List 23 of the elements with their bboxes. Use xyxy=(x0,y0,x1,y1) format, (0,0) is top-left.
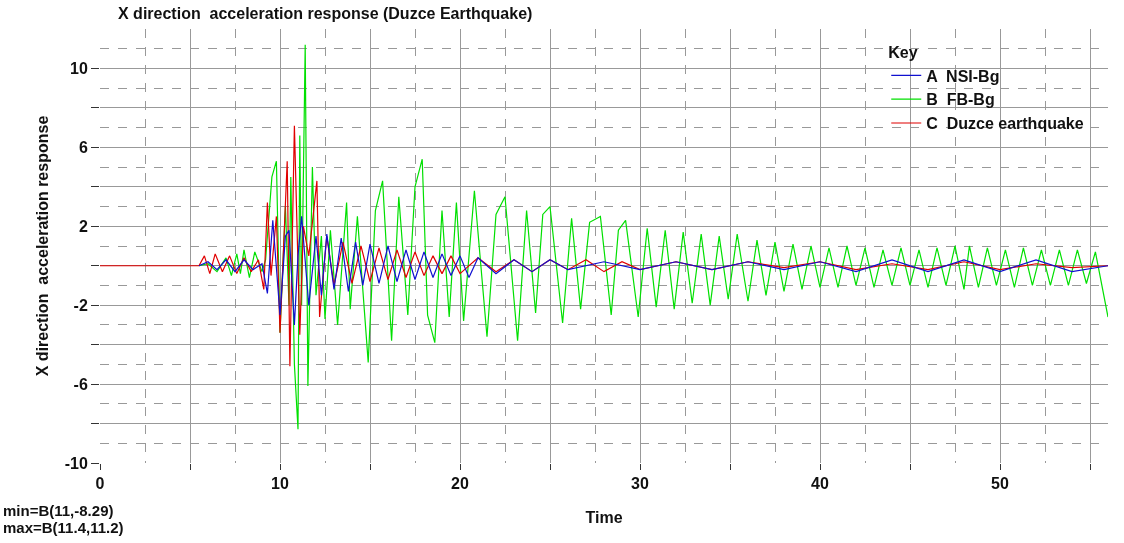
legend-label: B FB-Bg xyxy=(926,91,995,109)
x-tick-label: 40 xyxy=(811,475,829,493)
text: min=B(11,-8.29) xyxy=(3,502,114,519)
y-tick-label: -2 xyxy=(73,296,88,314)
y-tick-label: -10 xyxy=(64,454,88,472)
x-tick-label: 10 xyxy=(271,475,289,493)
line-series xyxy=(198,215,1108,326)
x-tick-label: 0 xyxy=(95,475,105,493)
y-tick-label: -6 xyxy=(73,375,88,393)
y-tick-label: 10 xyxy=(70,60,88,78)
y-tick-label: 6 xyxy=(78,138,88,156)
x-tick-label: 30 xyxy=(631,475,649,493)
text: max=B(11.4,11.2) xyxy=(3,519,124,536)
legend-title: Key xyxy=(888,44,918,62)
x-tick-label: 20 xyxy=(451,475,469,493)
y-axis-title: X direction acceleration response xyxy=(33,115,51,377)
legend-label: C Duzce earthquake xyxy=(926,115,1084,133)
legend-label: A NSI-Bg xyxy=(926,67,1000,85)
x-tick-label: 50 xyxy=(991,475,1009,493)
line-series xyxy=(198,44,1108,430)
x-axis-title: Time xyxy=(585,508,623,526)
chart-title: X direction acceleration response (Duzce Earthquake) xyxy=(118,5,533,23)
y-tick-label: 2 xyxy=(78,217,88,235)
